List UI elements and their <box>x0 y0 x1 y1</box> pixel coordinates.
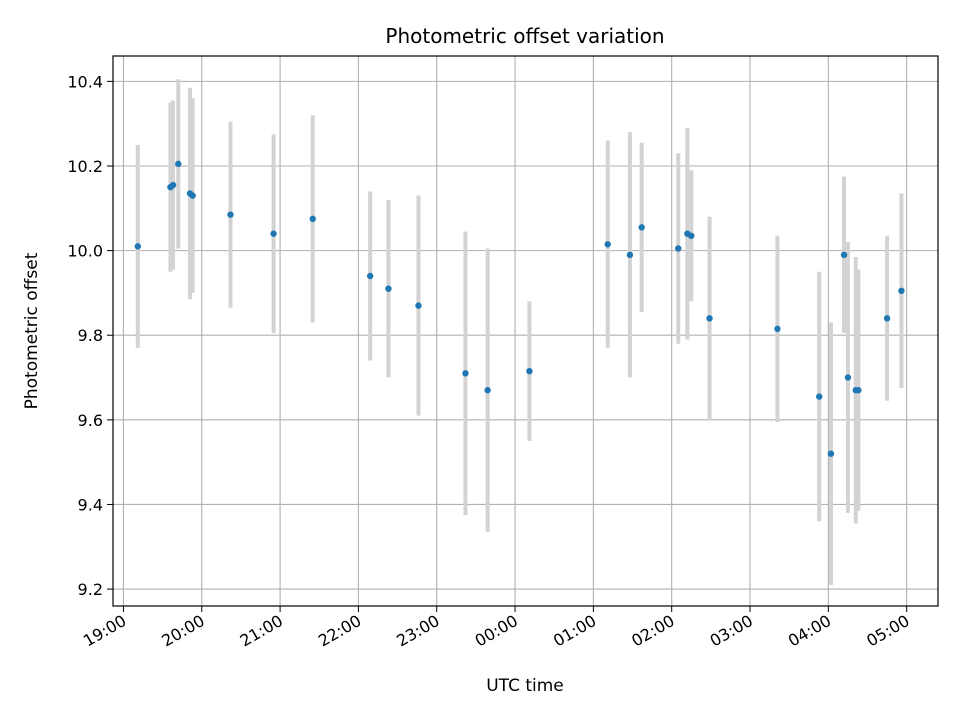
y-tick-label: 9.8 <box>78 326 103 345</box>
y-tick-label: 9.4 <box>78 495 103 514</box>
data-point <box>169 181 177 189</box>
data-point <box>526 367 533 375</box>
data-point <box>227 211 234 218</box>
data-point <box>706 315 713 322</box>
x-axis-title: UTC time <box>486 676 564 696</box>
data-point <box>462 370 469 377</box>
data-point <box>855 387 862 394</box>
data-point <box>189 192 196 199</box>
data-point <box>385 285 392 292</box>
y-tick-label: 10.2 <box>67 157 103 176</box>
data-point <box>270 230 277 237</box>
plot-frame <box>112 55 939 607</box>
data-point <box>883 315 891 322</box>
data-point <box>840 251 848 259</box>
data-point <box>626 251 634 259</box>
data-point <box>844 374 852 381</box>
y-tick-label: 9.6 <box>78 411 103 430</box>
data-point <box>175 160 182 168</box>
data-point <box>827 450 835 457</box>
data-point <box>816 393 823 400</box>
y-tick-label: 10.0 <box>67 242 103 261</box>
data-point <box>415 302 422 309</box>
data-point <box>675 245 682 252</box>
data-point <box>898 287 905 295</box>
chart-title: Photometric offset variation <box>385 24 664 48</box>
grid <box>113 56 938 606</box>
data-points <box>134 160 905 457</box>
y-tick-label: 10.4 <box>67 72 103 91</box>
data-point <box>604 241 611 248</box>
data-point <box>638 224 645 231</box>
data-point <box>309 215 316 223</box>
data-point <box>366 272 374 280</box>
data-point <box>484 387 491 394</box>
y-axis: 9.2 9.4 9.6 9.8 10.0 10.2 10.4 <box>67 72 113 599</box>
y-axis-title: Photometric offset <box>22 252 42 409</box>
data-point <box>774 325 781 333</box>
data-point <box>688 232 695 240</box>
y-tick-label: 9.2 <box>78 580 103 599</box>
data-point <box>134 243 142 250</box>
